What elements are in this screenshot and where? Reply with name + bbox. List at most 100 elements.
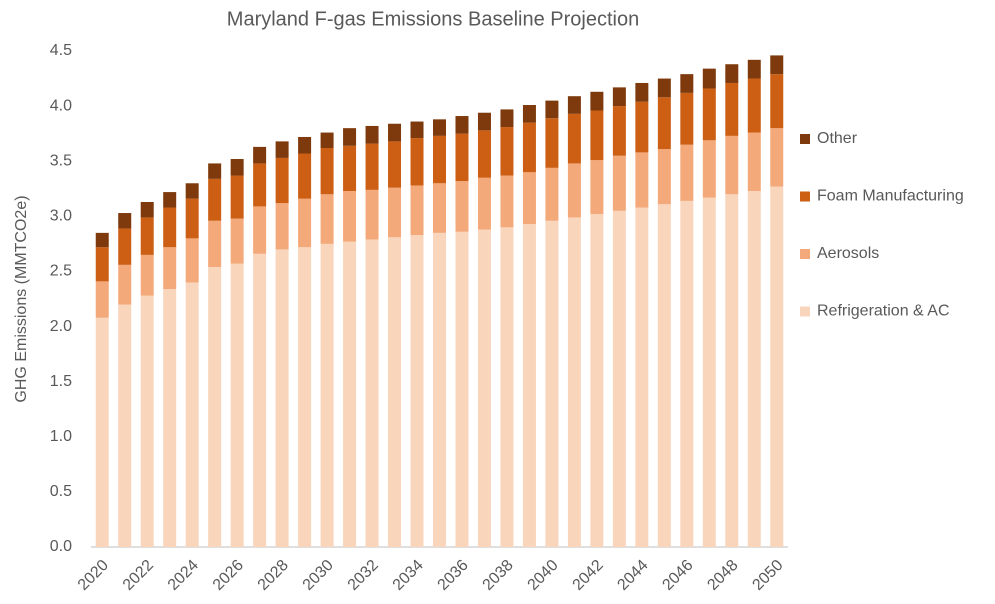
bar-segment	[545, 167, 559, 221]
x-tick-label: 2026	[210, 557, 247, 594]
bar-segment	[770, 186, 784, 547]
bar-segment	[747, 132, 761, 191]
bar-segment	[612, 106, 626, 156]
bar-segment	[657, 78, 671, 98]
bar-segment	[365, 239, 379, 548]
legend-label: Foam Manufacturing	[817, 188, 964, 205]
legend-label: Aerosols	[817, 245, 879, 262]
y-tick-label: 2.0	[50, 318, 72, 335]
bar-segment	[657, 149, 671, 205]
x-tick-label: 2028	[255, 557, 292, 594]
bar-segment	[455, 231, 469, 547]
bar-segment	[567, 113, 581, 164]
bar-segment	[365, 189, 379, 240]
x-tick-label: 2034	[390, 557, 427, 594]
bar-segment	[590, 91, 604, 111]
bar-segment	[388, 141, 402, 188]
bar-segment	[455, 133, 469, 182]
x-tick-label: 2030	[300, 557, 337, 594]
bar-segment	[95, 281, 109, 318]
bar-segment	[388, 237, 402, 547]
y-tick-label: 0.5	[50, 483, 72, 500]
bar-segment	[163, 192, 177, 208]
x-tick-label: 2032	[345, 557, 382, 594]
bar-segment	[343, 145, 357, 191]
bar-segment	[230, 159, 244, 176]
bar-segment	[298, 198, 312, 248]
bar-segment	[522, 122, 536, 173]
bar-segment	[118, 304, 132, 547]
x-tick-label: 2044	[614, 557, 651, 594]
bar-segment	[253, 163, 267, 207]
x-tick-label: 2024	[165, 557, 202, 594]
bar-segment	[477, 112, 491, 131]
legend-label: Other	[817, 130, 858, 147]
bar-segment	[163, 289, 177, 547]
y-tick-label: 0.0	[50, 538, 72, 555]
bar-segment	[635, 207, 649, 547]
x-tick-label: 2042	[570, 557, 607, 594]
bar-segment	[522, 224, 536, 547]
y-tick-label: 3.5	[50, 152, 72, 169]
bar-segment	[433, 183, 446, 233]
bar-segment	[320, 243, 334, 547]
bar-segment	[253, 206, 267, 254]
bar-segment	[702, 68, 716, 89]
y-tick-label: 1.0	[50, 428, 72, 445]
bar-segment	[208, 220, 222, 268]
bar-segment	[185, 183, 199, 199]
bar-segment	[500, 227, 514, 547]
bar-segment	[770, 74, 784, 129]
bar-segment	[747, 59, 761, 79]
bar-segment	[702, 197, 716, 547]
bar-segment	[140, 254, 154, 296]
bar-segment	[477, 177, 491, 230]
bar-segment	[612, 155, 626, 211]
bar-segment	[455, 181, 469, 232]
bar-segment	[657, 97, 671, 150]
y-tick-label: 4.5	[50, 42, 72, 59]
bar-segment	[275, 203, 289, 250]
bar-segment	[500, 109, 514, 128]
bar-segment	[500, 127, 514, 176]
bar-segment	[410, 235, 424, 547]
bar-segment	[298, 247, 312, 547]
bar-segment	[230, 218, 244, 264]
bar-segment	[365, 125, 379, 144]
bar-segment	[275, 249, 289, 547]
bar-segment	[433, 119, 446, 136]
bar-segment	[230, 263, 244, 547]
bar-segment	[545, 100, 559, 119]
bar-segment	[747, 78, 761, 133]
bar-segment	[590, 110, 604, 161]
bar-segment	[590, 160, 604, 215]
x-tick-label: 2022	[120, 557, 157, 594]
bar-segment	[770, 55, 784, 75]
legend-label: Refrigeration & AC	[817, 303, 950, 320]
bar-segment	[230, 175, 244, 219]
bar-segment	[567, 217, 581, 548]
bar-segment	[140, 217, 154, 255]
legend-swatch	[800, 249, 810, 259]
bar-segment	[770, 128, 784, 187]
bar-segment	[343, 241, 357, 547]
y-axis-label: GHG Emissions (MMTCO2e)	[13, 195, 30, 402]
bar-segment	[320, 132, 334, 148]
bar-segment	[118, 213, 132, 229]
x-tick-label: 2036	[435, 557, 472, 594]
bar-segment	[725, 135, 739, 195]
bar-segment	[567, 96, 581, 114]
bar-segment	[388, 187, 402, 238]
bar-segment	[545, 118, 559, 168]
bar-segment	[388, 123, 402, 142]
bar-segment	[702, 140, 716, 198]
bar-segment	[680, 74, 694, 93]
bar-segment	[140, 295, 154, 547]
bar-segment	[725, 82, 739, 136]
bar-segment	[163, 207, 177, 248]
bar-segment	[208, 178, 222, 221]
legend-swatch	[800, 306, 810, 317]
bar-segment	[590, 214, 604, 547]
chart-title: Maryland F-gas Emissions Baseline Projec…	[227, 8, 639, 30]
bar-segment	[433, 135, 446, 184]
